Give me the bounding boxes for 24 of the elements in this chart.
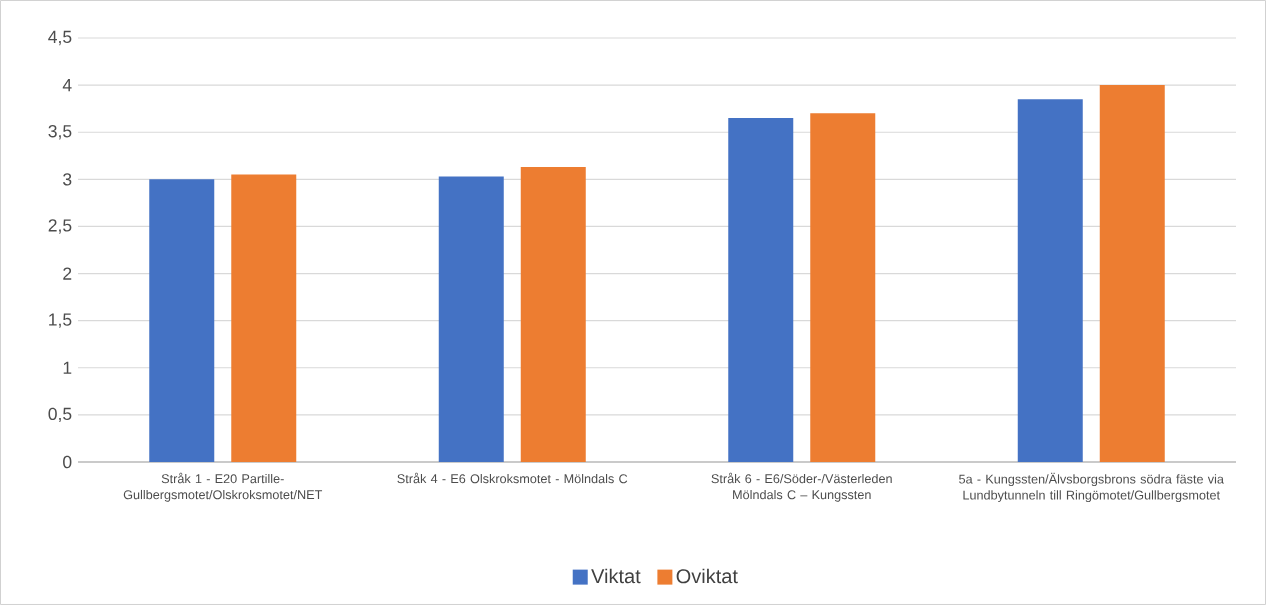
y-tick-label: 3 — [63, 173, 72, 186]
x-tick-label: Stråk 1 - E20 Partille-Gullbergsmotet/Olskroksmotet/NET — [123, 472, 323, 502]
bar — [810, 113, 876, 462]
y-tick-label: 1,5 — [49, 313, 72, 328]
y-tick-label: 0,5 — [48, 407, 72, 423]
bar — [231, 174, 297, 462]
bar — [149, 179, 215, 462]
y-tick-label: 3,5 — [48, 125, 72, 140]
y-tick-label: 4 — [62, 79, 72, 92]
bar — [520, 167, 586, 462]
y-tick-label: 4,5 — [48, 30, 72, 46]
y-tick-label: 0 — [63, 455, 72, 469]
bar — [728, 118, 794, 462]
legend-label: Viktat — [591, 568, 641, 584]
x-tick-label: 5a - Kungssten/Älvsborgsbrons södra fäste via Lundbytunneln till Ringömotet/Gullbergsmotet — [959, 472, 1224, 503]
x-tick-label: Stråk 4 - E6 Olskroksmotet - Mölndals C — [397, 472, 628, 484]
y-tick-label: 1 — [63, 361, 72, 374]
x-tick-label: Stråk 6 - E6/Söder-/Västerleden Mölndals C – Kungssten — [711, 472, 892, 502]
y-tick-label: 2 — [63, 267, 72, 280]
bar — [1099, 85, 1165, 462]
bar — [1017, 99, 1083, 462]
bar — [438, 176, 504, 462]
y-tick-label: 2,5 — [48, 219, 72, 234]
legend-label: Oviktat — [676, 568, 738, 584]
